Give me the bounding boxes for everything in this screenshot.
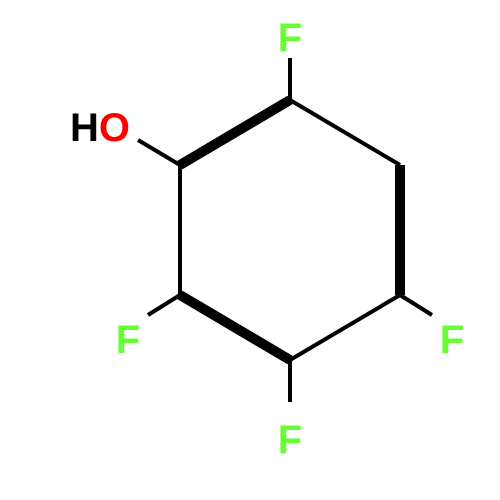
molecule-diagram: HO F F F F — [0, 0, 500, 500]
bond-C2-C3 — [290, 100, 400, 165]
atom-label-C2: F — [278, 16, 302, 60]
bond-C4-C5 — [290, 295, 400, 360]
atom-label-C4: F — [440, 318, 464, 362]
atom-label-C6: F — [116, 318, 140, 362]
atom-label-C1: HO — [70, 106, 130, 150]
bond-C6-sub — [148, 295, 180, 315]
bond-C1-C2 — [180, 100, 290, 165]
bond-C4-sub — [400, 295, 432, 315]
atom-label-C5: F — [278, 418, 302, 462]
bond-C1-sub — [138, 140, 180, 165]
bond-C5-C6 — [180, 295, 290, 360]
